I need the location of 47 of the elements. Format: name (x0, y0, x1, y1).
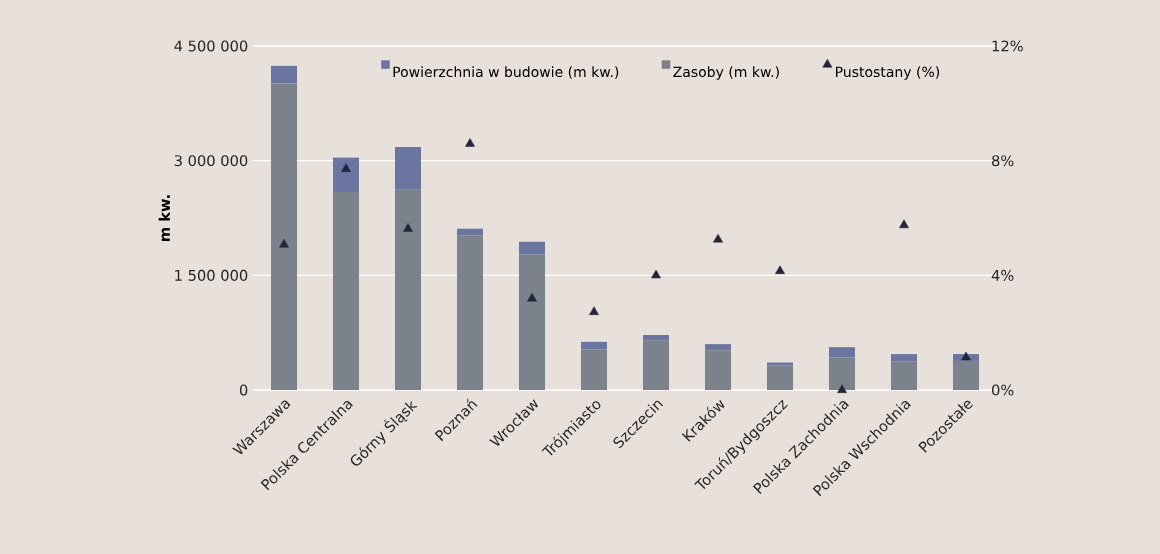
bar (580, 349, 608, 390)
y2-tick-label: 4% (991, 269, 1014, 281)
point (341, 163, 351, 172)
y-tick-label: 3 000 000 (174, 155, 248, 167)
bar (394, 146, 422, 190)
point (775, 265, 785, 274)
point (589, 306, 599, 315)
y2-tick-label: 0% (992, 384, 1014, 396)
bar (890, 354, 918, 362)
point (527, 292, 537, 302)
y-tick-label: 1 500 000 (175, 269, 248, 281)
bar (270, 65, 298, 84)
point (961, 351, 971, 361)
bar (828, 347, 856, 358)
point (465, 138, 475, 147)
legend-label: Zasoby (m kw.) (673, 66, 779, 80)
point (279, 239, 289, 248)
point (837, 384, 847, 393)
bar (952, 360, 980, 390)
bar (518, 241, 546, 255)
bar (394, 189, 422, 390)
point (713, 233, 723, 243)
legend-label: Pustostany (%) (836, 66, 940, 80)
y-axis-title: m kw. (158, 195, 170, 241)
bar (766, 365, 794, 390)
y-tick-label: 0 (239, 384, 248, 396)
y2-tick-label: 8% (992, 155, 1014, 167)
point (651, 269, 661, 279)
bar (704, 344, 732, 351)
bar (456, 235, 484, 390)
bar (890, 361, 918, 390)
bar (332, 157, 360, 193)
bar (456, 228, 484, 236)
bar (642, 340, 670, 390)
bar (518, 254, 546, 390)
legend-label: Powierzchnia w budowie (m kw.) (393, 66, 619, 79)
point (899, 219, 909, 229)
bar (580, 341, 608, 350)
bar (704, 350, 732, 390)
y2-tick-label: 12% (992, 40, 1023, 52)
y-tick-label: 4 500 000 (174, 40, 248, 52)
bar (270, 83, 298, 390)
bar (766, 362, 794, 366)
bar (642, 334, 670, 341)
point (403, 223, 413, 232)
bar (332, 192, 360, 390)
bar (828, 357, 856, 390)
